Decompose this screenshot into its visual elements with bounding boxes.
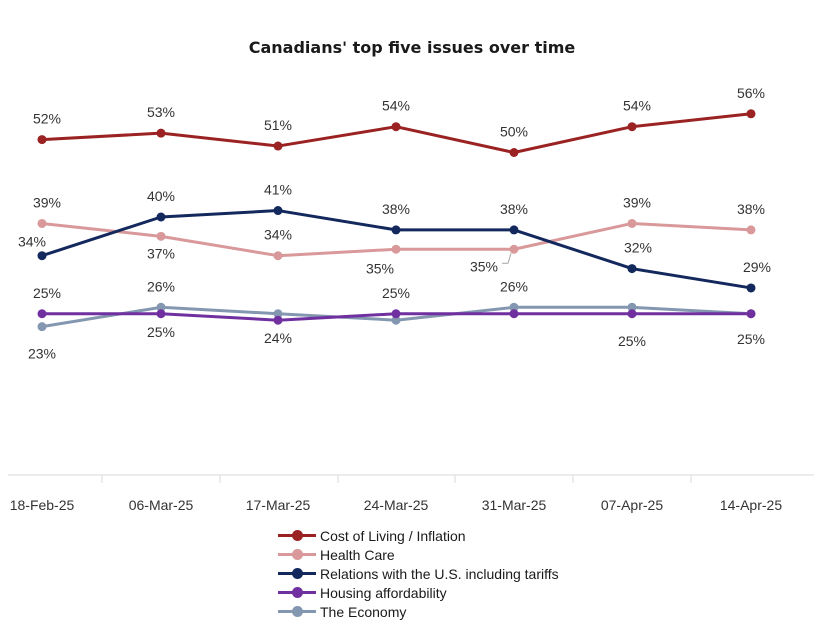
legend-swatch	[278, 526, 316, 545]
data-label: 51%	[264, 117, 292, 133]
data-label: 35%	[366, 260, 394, 276]
legend-label: Cost of Living / Inflation	[320, 527, 466, 544]
data-label: 39%	[623, 194, 651, 210]
x-tick-label: 31-Mar-25	[482, 497, 547, 513]
data-label: 29%	[743, 259, 771, 275]
x-tick-label: 18-Feb-25	[10, 497, 75, 513]
data-label: 54%	[382, 98, 410, 114]
data-label: 38%	[382, 201, 410, 217]
data-label: 24%	[264, 330, 292, 346]
data-point	[391, 315, 401, 325]
data-label: 40%	[147, 188, 175, 204]
data-label: 23%	[28, 346, 56, 362]
data-point	[627, 264, 637, 274]
data-point	[627, 302, 637, 312]
data-point	[156, 302, 166, 312]
data-point	[627, 122, 637, 132]
data-point	[746, 225, 756, 235]
legend-label: Health Care	[320, 546, 395, 563]
legend-item: Health Care	[278, 545, 559, 564]
data-point	[627, 218, 637, 228]
data-point	[37, 322, 47, 332]
data-point	[746, 283, 756, 293]
data-point	[156, 128, 166, 138]
data-label: 35%	[470, 258, 498, 274]
data-point	[391, 122, 401, 132]
data-point	[746, 309, 756, 319]
data-point	[509, 309, 519, 319]
data-label: 50%	[500, 124, 528, 140]
data-label: 25%	[737, 331, 765, 347]
data-point	[627, 309, 637, 319]
x-tick-label: 14-Apr-25	[720, 497, 782, 513]
data-label: 34%	[264, 227, 292, 243]
data-label: 32%	[624, 240, 652, 256]
data-point	[273, 206, 283, 216]
data-label: 56%	[737, 85, 765, 101]
legend-item: Housing affordability	[278, 583, 559, 602]
x-tick-label: 06-Mar-25	[129, 497, 194, 513]
legend: Cost of Living / Inflation Health Care Rel…	[278, 526, 559, 621]
chart-title: Canadians' top five issues over time	[248, 38, 576, 57]
data-point	[37, 218, 47, 228]
data-point	[509, 225, 519, 235]
legend-item: Relations with the U.S. including tariff…	[278, 564, 559, 583]
legend-swatch	[278, 545, 316, 564]
x-tick-label: 17-Mar-25	[246, 497, 311, 513]
data-label: 41%	[264, 182, 292, 198]
x-tick-label: 07-Apr-25	[601, 497, 663, 513]
data-label: 53%	[147, 104, 175, 120]
data-label: 34%	[18, 234, 46, 250]
legend-label: Housing affordability	[320, 584, 447, 601]
data-point	[746, 109, 756, 119]
data-point	[391, 244, 401, 254]
data-label: 39%	[33, 194, 61, 210]
data-label: 25%	[382, 285, 410, 301]
data-label: 26%	[500, 278, 528, 294]
data-label: 52%	[33, 111, 61, 127]
data-point	[509, 148, 519, 157]
data-point	[156, 309, 166, 319]
legend-label: The Economy	[320, 603, 407, 620]
data-point	[273, 251, 283, 261]
data-label: 26%	[147, 278, 175, 294]
data-point	[273, 309, 283, 319]
data-point	[509, 244, 519, 254]
data-point	[273, 315, 283, 325]
data-point	[156, 212, 166, 222]
data-point	[37, 309, 47, 319]
legend-swatch	[278, 583, 316, 602]
legend-item: The Economy	[278, 602, 559, 621]
data-label: 25%	[618, 333, 646, 349]
data-point	[391, 309, 401, 319]
label-leader-line	[502, 253, 512, 264]
data-label: 37%	[147, 245, 175, 261]
data-label: 54%	[623, 98, 651, 114]
data-label: 25%	[33, 285, 61, 301]
legend-swatch	[278, 564, 316, 583]
data-point	[509, 302, 519, 312]
data-point	[37, 251, 47, 261]
data-point	[391, 225, 401, 235]
legend-swatch	[278, 602, 316, 621]
data-label: 38%	[737, 201, 765, 217]
legend-item: Cost of Living / Inflation	[278, 526, 559, 545]
legend-label: Relations with the U.S. including tariff…	[320, 565, 559, 582]
x-tick-label: 24-Mar-25	[364, 497, 429, 513]
data-point	[273, 141, 283, 151]
data-label: 25%	[147, 324, 175, 340]
data-point	[37, 135, 47, 145]
data-label: 38%	[500, 201, 528, 217]
data-point	[156, 231, 166, 241]
